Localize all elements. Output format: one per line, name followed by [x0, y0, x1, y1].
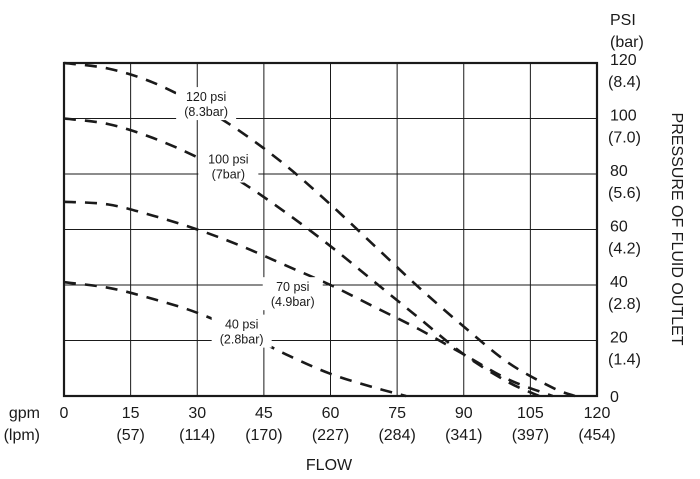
x-tick-sublabel-75: (284) [378, 427, 415, 444]
curve-100-psi [63, 117, 540, 398]
y-tick-sublabel-40: (2.8) [608, 296, 641, 313]
grid [63, 62, 598, 397]
curve-label-bg-120-psi [176, 87, 237, 121]
curve-label-100-psi: 100 psi [208, 153, 248, 167]
curve-label-120-psi: 120 psi [186, 90, 226, 104]
y-tick-sublabel-80: (5.6) [608, 185, 641, 202]
plot-frame [62, 61, 599, 398]
x-axis-ticks: 0 15 (57) 30 (114) 45 (170) 60 (227) 75 (284) 90 (34… [60, 405, 616, 444]
curve-sublabel-70-psi: (4.9bar) [271, 295, 315, 309]
curve-labels: 120 psi(8.3bar) 100 psi(7bar) 70 psi(4.9ba… [176, 87, 323, 348]
curve-label-70-psi: 70 psi [276, 280, 309, 294]
x-tick-label-30: 30 [188, 405, 206, 422]
y-axis-title: PRESSURE OF FLUID OUTLET [668, 113, 685, 346]
x-tick-label-75: 75 [388, 405, 406, 422]
curve-sublabel-120-psi: (8.3bar) [184, 105, 228, 119]
x-tick-sublabel-45: (170) [245, 427, 282, 444]
curves [63, 61, 576, 398]
curve-sublabel-40-psi: (2.8bar) [220, 333, 264, 347]
y-tick-sublabel-120: (8.4) [608, 74, 641, 91]
y-tick-label-20: 20 [610, 330, 628, 347]
y-tick-sublabel-20: (1.4) [608, 352, 641, 369]
curve-sublabel-100-psi: (7bar) [212, 168, 245, 182]
curve-label-bg-40-psi [211, 314, 272, 348]
curve-label-bg-100-psi [198, 149, 259, 183]
y-secondary-unit: (bar) [610, 34, 644, 51]
x-tick-sublabel-120: (454) [578, 427, 615, 444]
x-tick-sublabel-90: (341) [445, 427, 482, 444]
curve-label-40-psi: 40 psi [225, 318, 258, 332]
y-axis-ticks: 0 20 (1.4) 40 (2.8) 60 (4.2) 80 (5.6) 100 (7.0) 120… [608, 52, 641, 406]
x-tick-sublabel-60: (227) [312, 427, 349, 444]
x-tick-label-15: 15 [122, 405, 140, 422]
curve-label-bg-70-psi [262, 277, 323, 311]
y-tick-label-100: 100 [610, 108, 637, 125]
x-tick-label-45: 45 [255, 405, 273, 422]
x-secondary-unit: (lpm) [4, 427, 40, 444]
x-tick-label-120: 120 [584, 405, 611, 422]
y-tick-sublabel-60: (4.2) [608, 241, 641, 258]
y-tick-label-40: 40 [610, 274, 628, 291]
curve-120-psi [63, 61, 576, 398]
y-tick-label-60: 60 [610, 219, 628, 236]
y-tick-label-80: 80 [610, 163, 628, 180]
y-tick-label-0: 0 [610, 389, 619, 406]
x-tick-sublabel-105: (397) [512, 427, 549, 444]
curve-40-psi [63, 280, 407, 398]
y-primary-unit: PSI [610, 12, 636, 29]
x-primary-unit: gpm [9, 405, 40, 422]
x-tick-sublabel-15: (57) [116, 427, 144, 444]
x-tick-label-60: 60 [322, 405, 340, 422]
x-tick-label-90: 90 [455, 405, 473, 422]
x-tick-label-0: 0 [60, 405, 69, 422]
y-tick-label-120: 120 [610, 52, 637, 69]
x-axis-title: FLOW [306, 457, 353, 474]
y-tick-sublabel-100: (7.0) [608, 130, 641, 147]
x-tick-sublabel-30: (114) [179, 427, 215, 444]
x-tick-label-105: 105 [517, 405, 544, 422]
curve-70-psi [63, 200, 554, 398]
